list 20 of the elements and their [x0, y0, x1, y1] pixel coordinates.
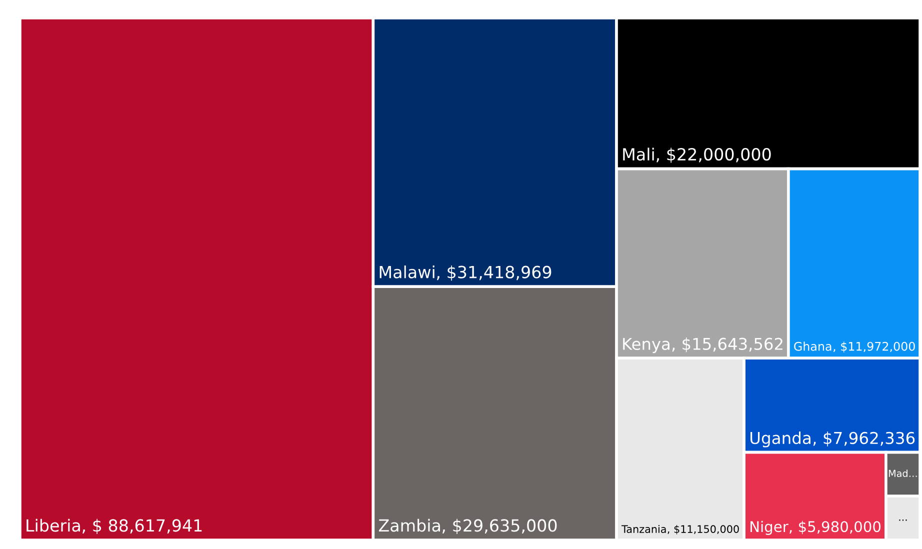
category-label: Kenya [623, 338, 670, 354]
category-label: Niger [750, 520, 788, 535]
data-label: , $15,643,562 [672, 338, 782, 352]
data-label: , $7,962,336 [813, 432, 915, 446]
category-label: Tanzania [621, 524, 666, 533]
data-label: , $22,000,000 [656, 148, 771, 163]
category-label: Liberia [26, 518, 80, 532]
data-label: , $ 88,617,941 [82, 518, 202, 534]
category-label: Mali [623, 148, 654, 161]
category-label: … [899, 520, 907, 521]
data-label: , $29,635,000 [442, 518, 557, 534]
data-label: , $11,150,000 [668, 524, 739, 534]
category-label: Mad… [888, 470, 917, 478]
category-label: Uganda [750, 432, 810, 448]
data-label: , $31,418,969 [436, 265, 552, 281]
category-label: Ghana [794, 342, 832, 351]
data-label: , $11,972,000 [833, 342, 915, 352]
data-label: , $5,980,000 [790, 520, 881, 534]
category-label: Zambia [378, 518, 440, 532]
category-label: Malawi [380, 265, 434, 278]
